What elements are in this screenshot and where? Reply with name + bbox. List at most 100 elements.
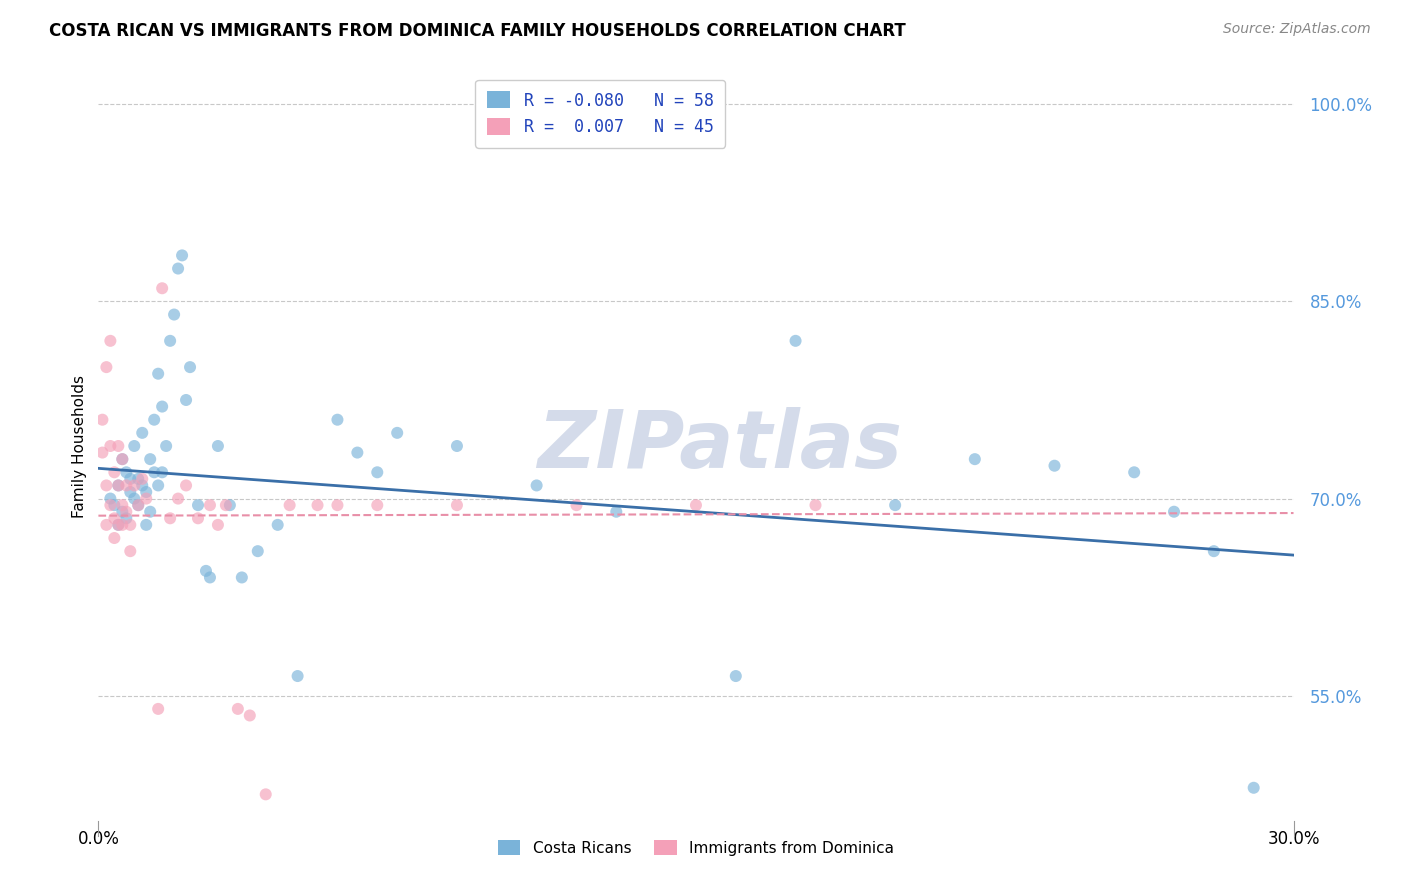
Text: COSTA RICAN VS IMMIGRANTS FROM DOMINICA FAMILY HOUSEHOLDS CORRELATION CHART: COSTA RICAN VS IMMIGRANTS FROM DOMINICA … — [49, 22, 905, 40]
Point — [963, 452, 986, 467]
Y-axis label: Family Households: Family Households — [72, 375, 87, 517]
Point — [326, 498, 349, 512]
Point — [150, 465, 173, 479]
Point — [155, 439, 177, 453]
Point — [143, 413, 166, 427]
Point — [246, 544, 269, 558]
Point — [103, 465, 125, 479]
Point — [107, 478, 129, 492]
Point — [148, 367, 170, 381]
Point — [135, 517, 157, 532]
Point — [198, 570, 221, 584]
Point — [98, 498, 122, 512]
Point — [111, 498, 134, 512]
Point — [346, 445, 368, 459]
Point — [139, 505, 162, 519]
Point — [131, 425, 153, 440]
Point — [1123, 465, 1146, 479]
Point — [174, 392, 197, 407]
Point — [124, 478, 146, 492]
Point — [91, 445, 114, 459]
Point — [366, 498, 388, 512]
Point — [115, 478, 138, 492]
Point — [103, 531, 125, 545]
Point — [111, 505, 134, 519]
Point — [366, 465, 388, 479]
Point — [120, 544, 142, 558]
Point — [239, 708, 262, 723]
Point — [111, 452, 134, 467]
Point — [307, 498, 329, 512]
Point — [131, 472, 153, 486]
Point — [96, 517, 118, 532]
Point — [107, 517, 129, 532]
Point — [605, 505, 627, 519]
Point — [724, 669, 747, 683]
Point — [107, 478, 129, 492]
Point — [278, 498, 301, 512]
Point — [120, 485, 142, 500]
Point — [111, 517, 134, 532]
Point — [385, 425, 409, 440]
Point — [120, 472, 142, 486]
Point — [785, 334, 807, 348]
Point — [1243, 780, 1265, 795]
Point — [143, 465, 166, 479]
Point — [565, 498, 588, 512]
Point — [98, 491, 122, 506]
Point — [98, 439, 122, 453]
Point — [446, 498, 468, 512]
Text: Source: ZipAtlas.com: Source: ZipAtlas.com — [1223, 22, 1371, 37]
Point — [148, 702, 170, 716]
Point — [127, 498, 149, 512]
Point — [135, 491, 157, 506]
Point — [167, 261, 190, 276]
Point — [326, 413, 349, 427]
Point — [685, 498, 707, 512]
Point — [127, 472, 149, 486]
Point — [172, 248, 194, 262]
Point — [120, 517, 142, 532]
Point — [804, 498, 827, 512]
Point — [103, 498, 125, 512]
Point — [107, 439, 129, 453]
Point — [103, 511, 125, 525]
Point — [287, 669, 309, 683]
Point — [207, 517, 229, 532]
Point — [267, 517, 290, 532]
Point — [179, 360, 201, 375]
Point — [884, 498, 907, 512]
Point — [111, 452, 134, 467]
Point — [96, 360, 118, 375]
Point — [207, 439, 229, 453]
Point — [159, 511, 181, 525]
Point — [124, 439, 146, 453]
Point — [1202, 544, 1225, 558]
Point — [187, 498, 209, 512]
Point — [115, 505, 138, 519]
Point — [127, 498, 149, 512]
Point — [115, 465, 138, 479]
Point — [150, 281, 173, 295]
Point — [1163, 505, 1185, 519]
Point — [167, 491, 190, 506]
Point — [115, 511, 138, 525]
Point — [198, 498, 221, 512]
Legend: Costa Ricans, Immigrants from Dominica: Costa Ricans, Immigrants from Dominica — [492, 833, 900, 862]
Point — [159, 334, 181, 348]
Point — [446, 439, 468, 453]
Point — [107, 517, 129, 532]
Point — [91, 413, 114, 427]
Point — [174, 478, 197, 492]
Point — [148, 478, 170, 492]
Point — [226, 702, 249, 716]
Point — [254, 788, 277, 802]
Point — [163, 308, 186, 322]
Point — [215, 498, 238, 512]
Text: ZIPatlas: ZIPatlas — [537, 407, 903, 485]
Point — [1043, 458, 1066, 473]
Point — [96, 478, 118, 492]
Point — [135, 485, 157, 500]
Point — [187, 511, 209, 525]
Point — [231, 570, 253, 584]
